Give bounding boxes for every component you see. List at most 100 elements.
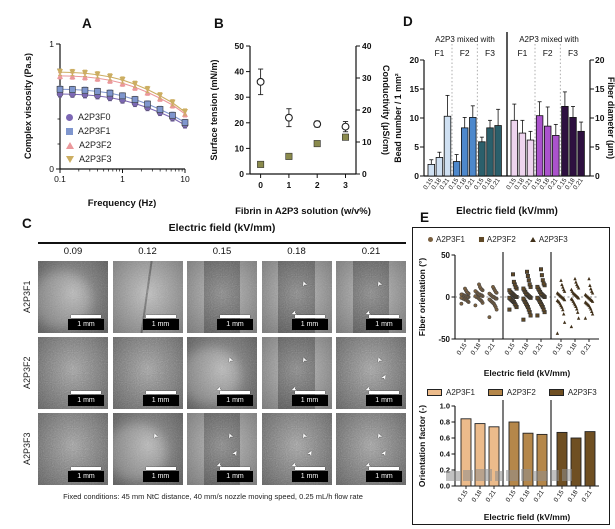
tri-marker-icon bbox=[66, 141, 74, 149]
scale-bar: 1 mm bbox=[291, 391, 328, 406]
panel-e-label: E bbox=[420, 210, 430, 225]
bead-fiber-bar-chart: Bead number / 1 mm² Fiber diameter (μm) … bbox=[393, 32, 615, 217]
svg-text:0: 0 bbox=[239, 169, 244, 179]
e2-y-axis-label: Orientation factor (-) bbox=[417, 405, 427, 487]
svg-text:0.21: 0.21 bbox=[572, 177, 585, 191]
sem-image-cell: ➤ ➤ 1 mm bbox=[261, 337, 332, 409]
svg-text:0.15: 0.15 bbox=[504, 342, 517, 357]
scale-bar: 1 mm bbox=[68, 315, 104, 330]
bar-swatch-icon bbox=[427, 389, 442, 396]
sem-image-cell: ➤ ➤ 1 mm bbox=[261, 261, 332, 333]
svg-text:0.18: 0.18 bbox=[566, 342, 579, 357]
surface-tension-conductivity-chart: Surface tension (mN/m) Conductivity (μS/… bbox=[209, 41, 391, 217]
svg-text:F2: F2 bbox=[460, 48, 470, 58]
svg-text:0.0: 0.0 bbox=[440, 482, 450, 491]
scale-bar: 1 mm bbox=[291, 467, 328, 482]
svg-text:0.1: 0.1 bbox=[54, 174, 66, 184]
panel-a: A Complex viscosity (Pa.s) Frequency (Hz… bbox=[18, 12, 198, 214]
svg-text:F1: F1 bbox=[434, 48, 444, 58]
svg-text:5: 5 bbox=[595, 142, 600, 152]
scale-bar: 1 mm bbox=[142, 467, 179, 482]
panel-d-label: D bbox=[403, 14, 413, 29]
svg-text:0.15: 0.15 bbox=[553, 489, 566, 504]
a-y-axis-label: Complex viscosity (Pa.s) bbox=[23, 53, 33, 159]
c-fixed-conditions-caption: Fixed conditions: 45 mm NtC distance, 40… bbox=[63, 492, 363, 501]
bead-number-bars bbox=[427, 94, 502, 177]
legend-item-A2P3F1: A2P3F1 bbox=[427, 388, 475, 397]
svg-text:10: 10 bbox=[180, 174, 190, 184]
svg-text:-50: -50 bbox=[438, 335, 450, 344]
tridown-marker-icon bbox=[66, 155, 74, 163]
svg-text:0.21: 0.21 bbox=[485, 489, 498, 504]
scale-bar: 1 mm bbox=[217, 315, 253, 330]
panel-c-label: C bbox=[22, 216, 32, 231]
c-column-label: 0.21 bbox=[361, 246, 381, 257]
legend-item-A2P3F3: A2P3F3 bbox=[66, 154, 112, 164]
orientation-factor-chart: Orientation factor (-) Electric field (k… bbox=[417, 400, 599, 522]
bar-swatch-icon bbox=[487, 389, 503, 396]
legend-item-A2P3F2: A2P3F2 bbox=[66, 140, 112, 150]
svg-text:F3: F3 bbox=[568, 48, 578, 58]
watermark bbox=[446, 468, 598, 481]
svg-text:0.15: 0.15 bbox=[456, 342, 469, 357]
svg-text:30: 30 bbox=[362, 73, 372, 83]
svg-text:0: 0 bbox=[414, 171, 419, 181]
svg-text:0: 0 bbox=[258, 180, 263, 190]
c-column-label: 0.12 bbox=[138, 246, 157, 257]
svg-text:10: 10 bbox=[235, 143, 245, 153]
sem-image-cell: 1 mm bbox=[38, 413, 108, 485]
d-y-left-label: Bead number / 1 mm² bbox=[393, 73, 403, 163]
svg-text:0.18: 0.18 bbox=[471, 489, 484, 504]
svg-text:0.4: 0.4 bbox=[440, 450, 451, 459]
sem-image-cell: ➤ ➤ ➤ 1 mm bbox=[336, 337, 406, 409]
scale-bar: 1 mm bbox=[217, 391, 253, 406]
svg-text:0.15: 0.15 bbox=[552, 342, 565, 357]
e2-x-axis-label: Electric field (kV/mm) bbox=[484, 512, 571, 522]
fiber-orientation-chart: Fiber orientation (°) Electric field (kV… bbox=[417, 251, 599, 378]
sem-image-cell: ➤ ➤ ➤ 1 mm bbox=[261, 413, 332, 485]
legend-item-A2P3F2: A2P3F2 bbox=[478, 235, 516, 244]
legend-item-A2P3F3: A2P3F3 bbox=[529, 235, 568, 244]
svg-text:0.21: 0.21 bbox=[533, 489, 546, 504]
b-y-right-label: Conductivity (μS/cm) bbox=[381, 65, 391, 155]
svg-text:10: 10 bbox=[410, 113, 420, 123]
svg-text:0.8: 0.8 bbox=[440, 418, 450, 427]
svg-text:0.21: 0.21 bbox=[489, 177, 502, 191]
svg-text:10: 10 bbox=[595, 113, 605, 123]
svg-text:F3: F3 bbox=[485, 48, 495, 58]
c-row-label: A2P3F3 bbox=[22, 432, 32, 466]
d-x-axis-label: Electric field (kV/mm) bbox=[456, 206, 558, 217]
svg-text:40: 40 bbox=[235, 67, 245, 77]
svg-text:0.15: 0.15 bbox=[505, 489, 518, 504]
svg-text:0.21: 0.21 bbox=[581, 489, 594, 504]
svg-text:20: 20 bbox=[410, 55, 420, 65]
svg-text:0.18: 0.18 bbox=[519, 489, 532, 504]
svg-text:20: 20 bbox=[362, 105, 372, 115]
square-marker-icon bbox=[478, 236, 484, 243]
svg-text:0.21: 0.21 bbox=[484, 342, 497, 357]
orientation-points-A2P3F1 bbox=[459, 282, 499, 320]
svg-text:0.21: 0.21 bbox=[532, 342, 545, 357]
svg-text:20: 20 bbox=[235, 118, 245, 128]
scale-bar: 1 mm bbox=[366, 391, 402, 406]
svg-text:F1: F1 bbox=[517, 48, 527, 58]
c-row-label: A2P3F2 bbox=[22, 356, 32, 390]
legend-item-A2P3F1: A2P3F1 bbox=[427, 235, 465, 244]
sem-image-cell: ➤ ➤ ➤ 1 mm bbox=[336, 413, 406, 485]
c-column-label: 0.15 bbox=[212, 246, 232, 257]
svg-text:10: 10 bbox=[362, 137, 372, 147]
sem-image-cell: ➤ ➤ ➤ 1 mm bbox=[187, 413, 257, 485]
svg-text:0.2: 0.2 bbox=[440, 466, 450, 475]
scale-bar: 1 mm bbox=[142, 391, 179, 406]
svg-text:15: 15 bbox=[410, 84, 420, 94]
series-A2P3F3 bbox=[57, 68, 188, 116]
d-y-right-label: Fiber diameter (μm) bbox=[606, 77, 615, 159]
orientation-factor-legend: A2P3F1 A2P3F2 A2P3F3 bbox=[427, 388, 606, 397]
sem-image-cell: ➤ 1 mm bbox=[112, 413, 183, 485]
panel-e: E A2P3F1 A2P3F2 A2P3F3 Fiber orientation (… bbox=[410, 210, 615, 529]
c-row-label: A2P3F1 bbox=[22, 280, 32, 314]
legend-item-A2P3F0: A2P3F0 bbox=[66, 112, 112, 122]
svg-text:0: 0 bbox=[49, 164, 54, 174]
scale-bar: 1 mm bbox=[291, 315, 328, 330]
